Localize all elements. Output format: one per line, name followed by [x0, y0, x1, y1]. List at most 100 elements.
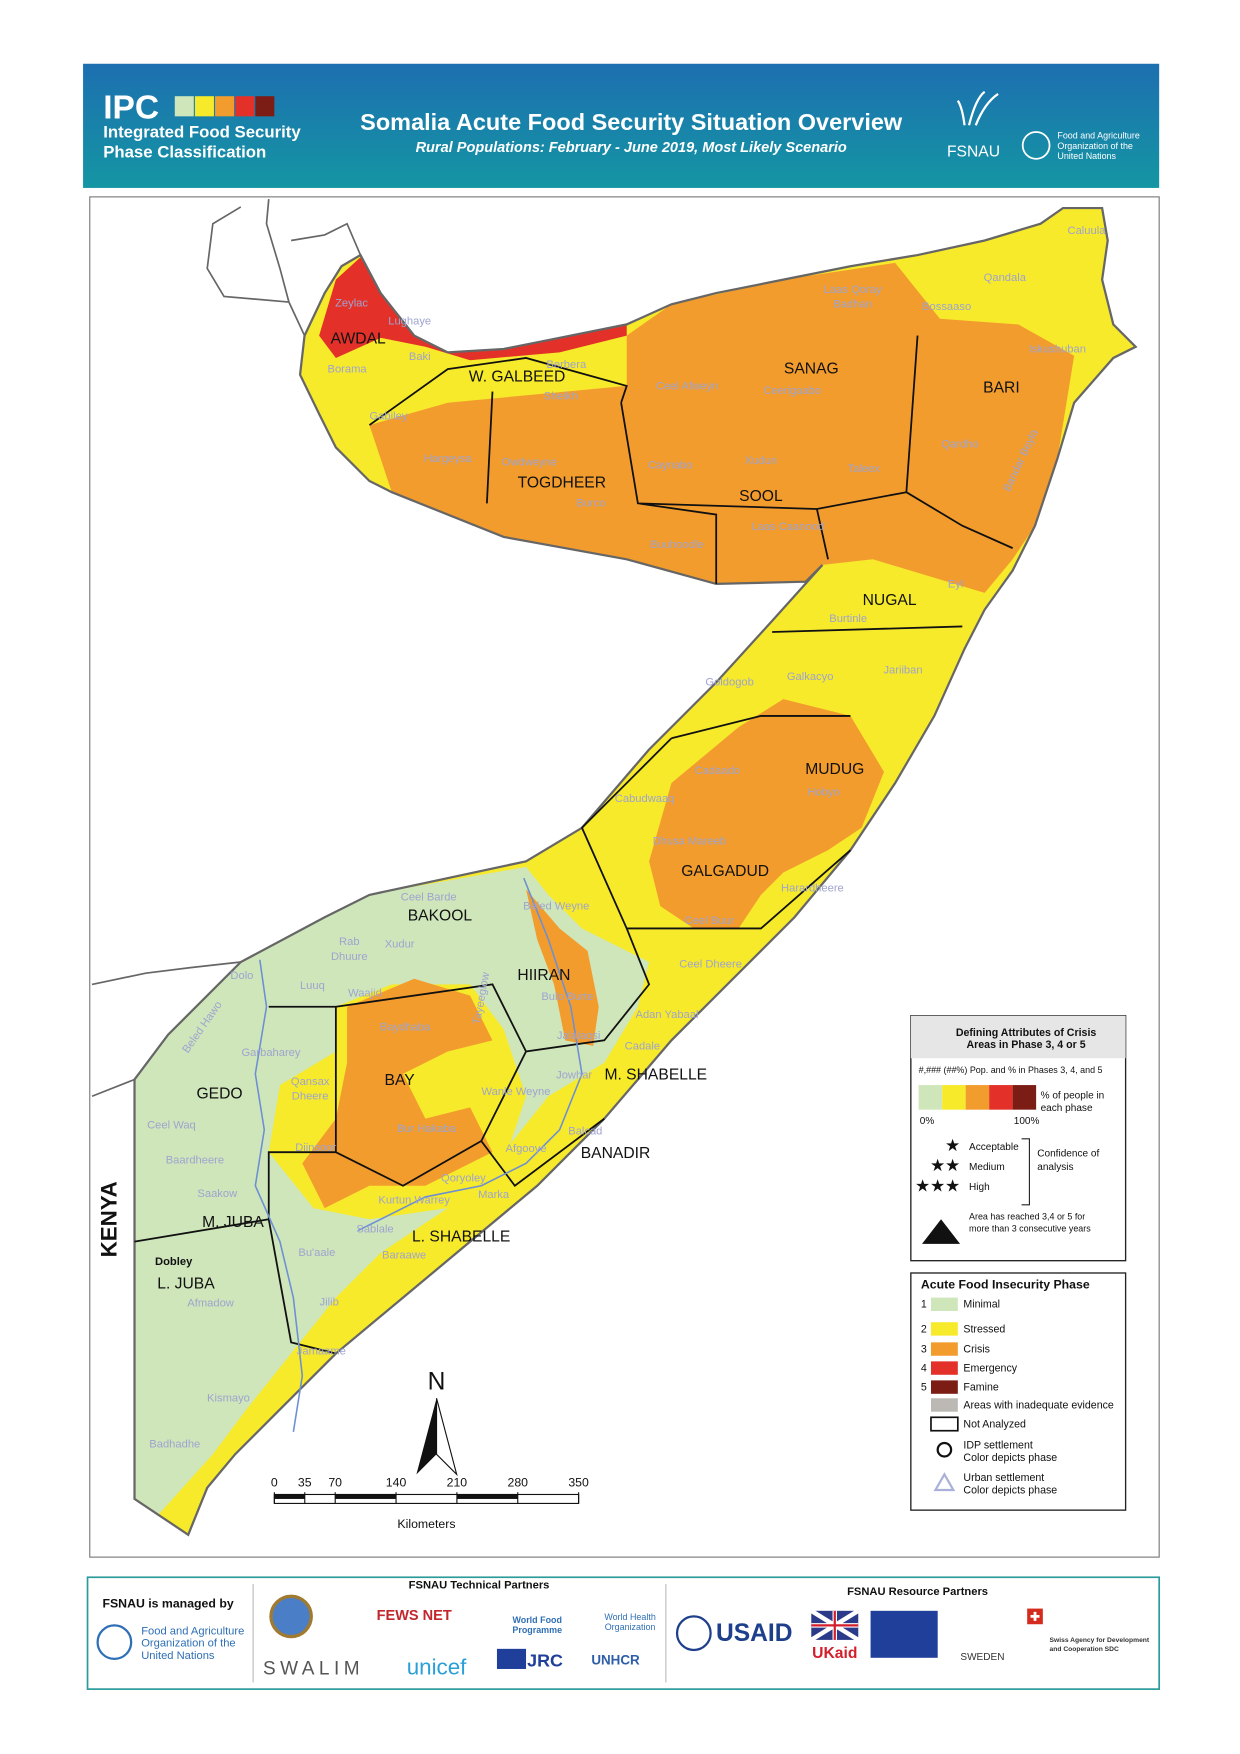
region-label: NUGAL: [863, 592, 917, 609]
footer-heading: FSNAU is managed by: [102, 1596, 233, 1610]
legend-title: Defining Attributes of Crisis: [956, 1027, 1097, 1039]
scale-unit: Kilometers: [397, 1517, 455, 1531]
district-label: Jowhar: [556, 1069, 592, 1081]
technical-partner: Organization: [605, 1622, 656, 1632]
district-label: Waajid: [348, 988, 382, 1000]
legend-note: #,### (##%) Pop. and % in Phases 3, 4, a…: [919, 1065, 1103, 1075]
district-label: Dheere: [292, 1091, 329, 1103]
district-label: Beled Weyne: [523, 900, 589, 912]
percent-swatch: [989, 1085, 1013, 1110]
district-label: Afgooye: [506, 1143, 547, 1155]
district-label: Baraawe: [382, 1249, 426, 1261]
legend-title: Acute Food Insecurity Phase: [921, 1278, 1090, 1292]
region-label: M. JUBA: [202, 1214, 264, 1231]
district-label: Borama: [327, 364, 367, 376]
technical-partner: unicef: [407, 1655, 467, 1680]
resource-partner: SWEDEN: [960, 1652, 1004, 1663]
district-label: Luuq: [300, 980, 325, 992]
fsnau-label: FSNAU: [947, 144, 1000, 161]
phase-label: Famine: [963, 1381, 998, 1393]
region-label: BARI: [983, 380, 1020, 397]
phase-swatch: [930, 1361, 958, 1375]
footer-heading: FSNAU Technical Partners: [409, 1579, 550, 1591]
region-label: SANAG: [784, 361, 839, 378]
district-label: Caynabo: [648, 460, 693, 472]
district-label: Hargeysa: [424, 453, 473, 465]
district-label: Qardho: [941, 438, 978, 450]
district-label: Burtinle: [829, 613, 867, 625]
phase-3-area: [369, 262, 1075, 593]
technical-partner: UNHCR: [591, 1653, 640, 1668]
district-label: Cadale: [625, 1040, 660, 1052]
not-analyzed-swatch: [930, 1416, 959, 1432]
region-label: M. SHABELLE: [604, 1066, 707, 1083]
district-label: Iskushuban: [1029, 343, 1086, 355]
phase-number: 1: [921, 1299, 927, 1311]
uk-flag-cross-red: [811, 1610, 859, 1640]
district-label: Hobyo: [807, 786, 839, 798]
district-label: Bossaaso: [922, 301, 971, 313]
legend-title: Areas in Phase 3, 4 or 5: [966, 1039, 1085, 1051]
district-label: Buuhoodle: [650, 539, 703, 551]
logo-swatch: [174, 96, 194, 117]
resource-partner: and Cooperation SDC: [1050, 1646, 1119, 1653]
district-label: Bu'aale: [298, 1247, 335, 1259]
logo-subtitle: Integrated Food Security: [103, 123, 301, 142]
legend-text: Areas with inadequate evidence: [963, 1399, 1114, 1411]
scale-tick-label: 35: [298, 1476, 312, 1490]
legend-text: % of people in: [1041, 1090, 1105, 1101]
map-title: Somalia Acute Food Security Situation Ov…: [360, 109, 903, 135]
phase-3-area: [649, 699, 884, 929]
phase-swatch: [930, 1322, 958, 1336]
district-label: Laas Caanood: [751, 521, 824, 533]
legend-text: 100%: [1014, 1116, 1040, 1127]
district-label: Saakow: [197, 1188, 238, 1200]
district-label: Laas Qoray: [824, 284, 882, 296]
district-label: Cadaado: [695, 765, 740, 777]
district-label: Ceel Afweyn: [656, 380, 718, 392]
district-label: Berbera: [546, 359, 587, 371]
district-label: Jariiban: [883, 664, 922, 676]
region-label: BAKOOL: [408, 908, 473, 925]
fsnau-logo: [956, 90, 999, 126]
district-label: Ceel Barde: [401, 891, 457, 903]
fao-footer: Food and Agriculture: [141, 1625, 244, 1637]
region-label: AWDAL: [331, 330, 386, 347]
phase-label: Crisis: [963, 1343, 990, 1355]
district-label: Baardheere: [166, 1154, 224, 1166]
district-label: Ceel Buur: [685, 915, 735, 927]
logo-subtitle: Phase Classification: [103, 143, 266, 162]
legend-text: IDP settlement: [963, 1440, 1032, 1452]
district-label: Kismayo: [207, 1393, 250, 1405]
district-label: Badhan: [833, 299, 872, 311]
country-label: KENYA: [97, 1181, 122, 1257]
triangle-symbol: [922, 1219, 961, 1244]
technical-partner: FEWS NET: [377, 1608, 452, 1624]
district-label: Marka: [478, 1189, 510, 1201]
district-label: Wanle Weyne: [481, 1086, 550, 1098]
percent-swatch: [1012, 1085, 1037, 1110]
scale-tick-label: 350: [568, 1476, 589, 1490]
district-label: Xudur: [385, 938, 415, 950]
scale-tick-label: 140: [386, 1476, 407, 1490]
logo-swatch: [235, 96, 255, 117]
district-label: Galkacyo: [787, 671, 834, 683]
legend-text: each phase: [1041, 1103, 1093, 1114]
swiss-cross: [1030, 1611, 1040, 1621]
district-label: Jilib: [320, 1296, 339, 1308]
legend-text: Confidence of: [1037, 1149, 1099, 1160]
footer-box: [86, 1576, 1161, 1690]
district-label: Dhusa Mareeb: [653, 836, 726, 848]
eu-flag: [870, 1610, 938, 1658]
district-label: Caluula: [1068, 225, 1107, 237]
resource-partner: USAID: [716, 1620, 793, 1647]
scale-segment: [274, 1494, 305, 1499]
district-label: Jamaame: [297, 1346, 346, 1358]
north-label: N: [428, 1368, 446, 1395]
legend-text: Urban settlement: [963, 1472, 1044, 1484]
footer-heading: FSNAU Resource Partners: [847, 1586, 988, 1598]
district-label: Afmadow: [187, 1298, 235, 1310]
district-label: Burco: [576, 498, 605, 510]
district-label: Eyl: [948, 578, 964, 590]
district-label: Bulo Burte: [541, 991, 593, 1003]
